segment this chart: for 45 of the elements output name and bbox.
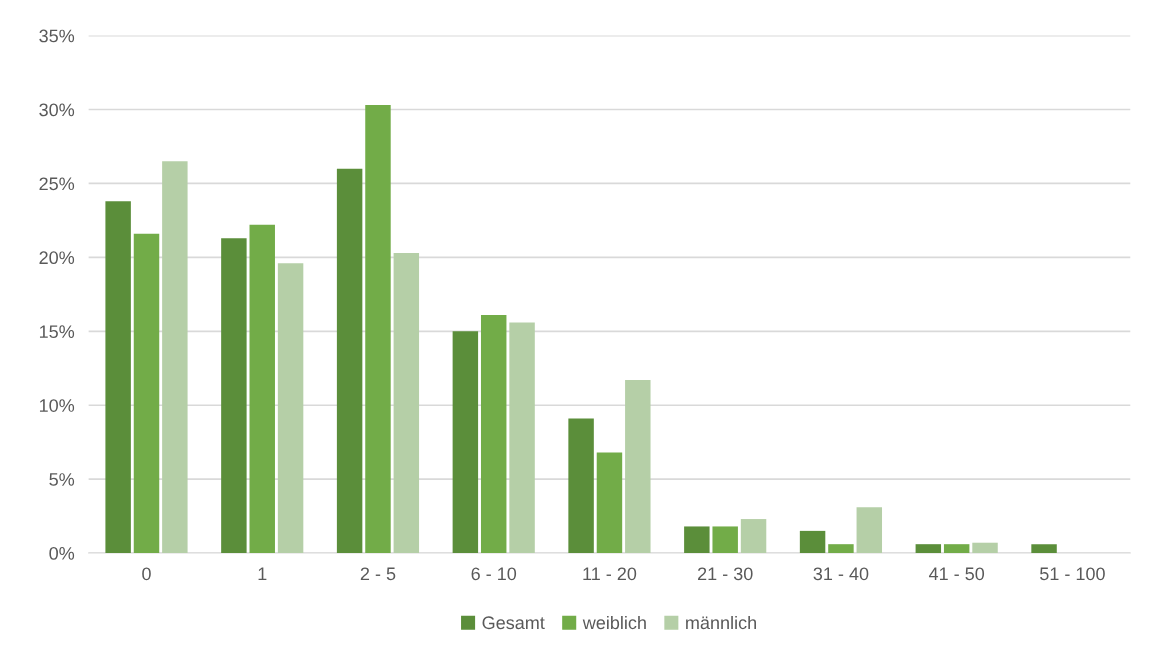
y-tick-label: 15% — [39, 325, 75, 339]
bar — [221, 238, 247, 554]
bar — [277, 263, 304, 554]
bar — [509, 322, 535, 554]
bar — [943, 544, 970, 554]
legend-label: Gesamt — [482, 616, 545, 630]
bar — [799, 530, 826, 554]
x-tick-label: 41 - 50 — [928, 567, 985, 581]
y-tick-label: 35% — [39, 29, 75, 43]
bar — [452, 331, 479, 554]
bar — [249, 224, 275, 554]
x-tick-label: 31 - 40 — [813, 567, 869, 581]
y-tick-label: 25% — [39, 177, 75, 191]
legend-label: männlich — [686, 615, 756, 630]
bar — [162, 161, 188, 554]
bar — [393, 252, 420, 554]
y-tick-label: 0% — [49, 546, 75, 560]
y-tick-label: 5% — [49, 473, 75, 486]
bar — [740, 519, 767, 554]
legend-label: weiblich — [582, 615, 646, 630]
bar — [365, 105, 391, 554]
bar — [712, 526, 738, 554]
bar — [915, 544, 942, 554]
x-tick-label: 0 — [142, 567, 151, 581]
y-tick-label: 30% — [39, 103, 75, 117]
bar — [972, 542, 998, 554]
x-tick-label: 51 - 100 — [1040, 567, 1105, 581]
x-tick-label: 2 - 5 — [360, 567, 396, 581]
x-tick-label: 1 — [258, 567, 267, 581]
bar — [568, 418, 594, 554]
y-tick-label: 10% — [39, 399, 75, 412]
bar — [828, 544, 854, 554]
y-tick-label: 20% — [39, 251, 75, 265]
bar — [105, 201, 131, 554]
bar — [625, 380, 651, 554]
bar — [596, 452, 623, 554]
x-tick-label: 21 - 30 — [698, 567, 753, 581]
bar — [336, 168, 363, 554]
bar — [133, 233, 160, 554]
bar — [480, 315, 507, 554]
bar — [1031, 544, 1057, 554]
x-tick-label: 6 - 10 — [471, 567, 517, 581]
x-tick-label: 11 - 20 — [583, 567, 637, 581]
bar — [684, 526, 710, 554]
bar — [856, 507, 883, 554]
